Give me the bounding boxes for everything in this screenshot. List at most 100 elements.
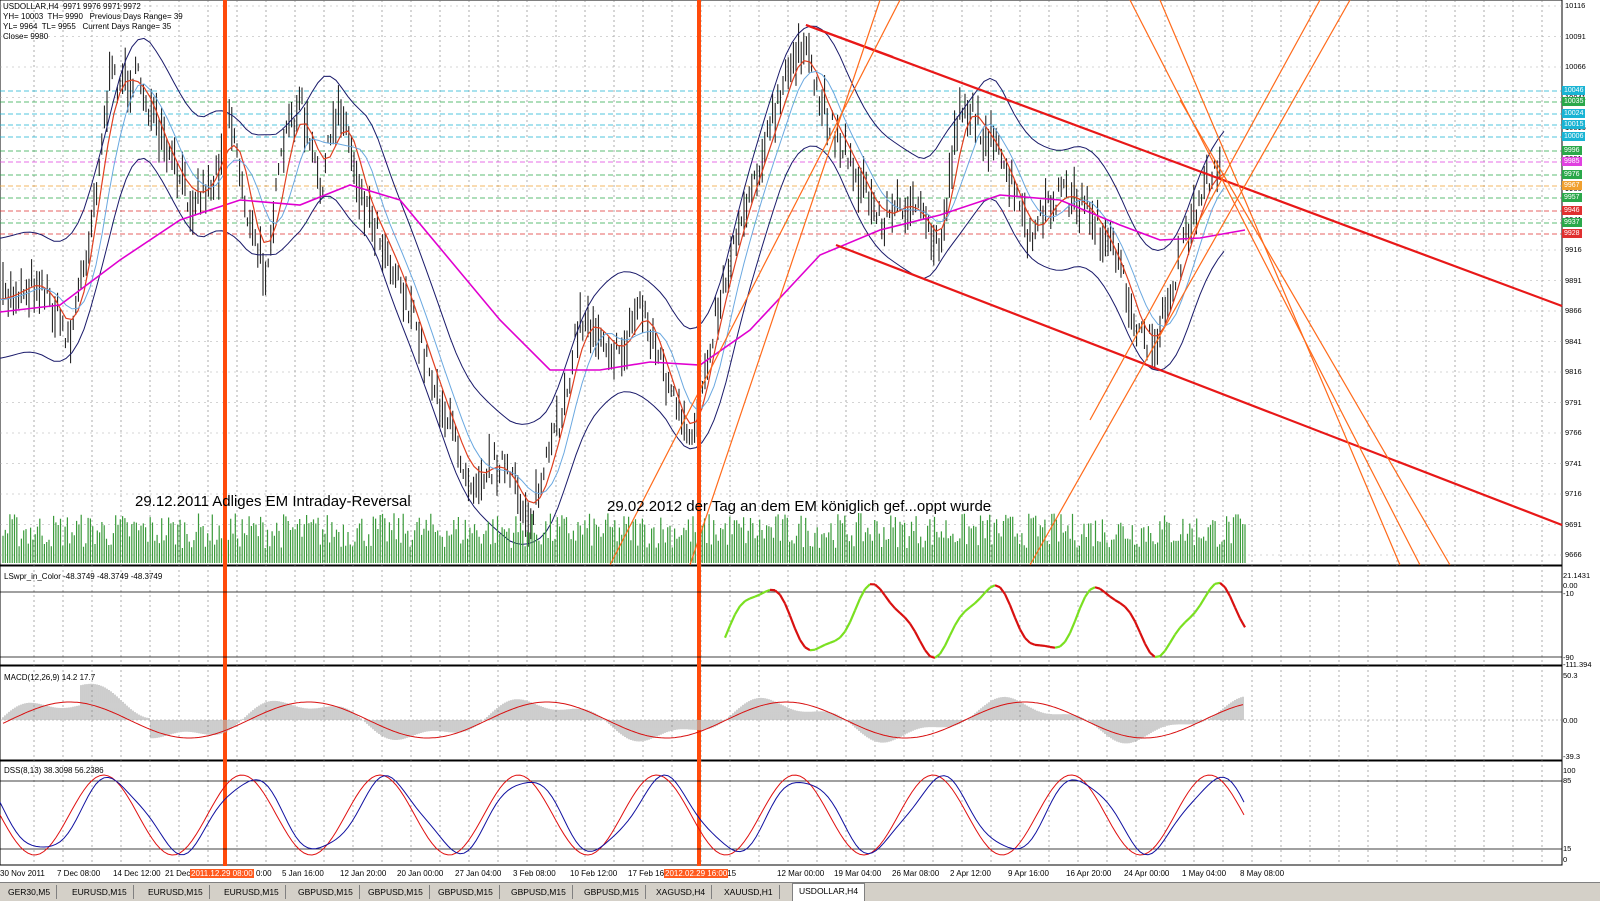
lswpr-segment [1200,597,1205,605]
lswpr-segment [1080,597,1085,608]
lswpr-segment [1160,651,1165,656]
time-tick: 12 Jan 20:00 [340,869,386,878]
lswpr-segment [1155,656,1160,657]
lswpr-segment [1210,584,1215,589]
time-tick: 24 Apr 00:00 [1124,869,1169,878]
lswpr-segment [750,597,755,599]
price-level-tag: 10035 [1562,97,1585,106]
lswpr-segment [830,641,835,643]
chart-tab[interactable]: EURUSD,M15 [218,885,286,899]
lswpr-segment [1175,628,1180,635]
lswpr-segment [1195,605,1200,612]
lswpr-segment [1020,629,1025,638]
time-highlight-2: 2012.02.29 16:00 [664,869,728,878]
macd-histogram [3,684,1243,744]
lswpr-segment [1050,647,1055,648]
dss-scale-15: 15 [1563,844,1571,853]
lswpr-segment [930,656,935,658]
main-panel-frame [0,0,1562,565]
time-tick: 9 Apr 16:00 [1008,869,1049,878]
fan-line [1160,0,1400,565]
lswpr-segment [1220,583,1225,587]
lswpr-segment [1095,587,1100,588]
lswpr-segment [825,643,830,645]
chart-tab[interactable]: GBPUSD,M15 [578,885,646,899]
lswpr-segment [745,598,750,601]
chart-tab[interactable]: GER30,M5 [2,885,57,899]
lswpr-segment [885,596,890,603]
time-tick-after-highlight-1: 0:00 [256,869,272,878]
lswpr-segment [1065,633,1070,642]
time-tick: 21 Dec [165,869,190,878]
time-tick: 27 Jan 04:00 [455,869,501,878]
lswpr-segment [735,606,740,614]
lswpr-segment [995,585,1000,587]
time-highlight-1: 2011.12.29 08:00 [190,869,254,878]
lswpr-label: LSwpr_in_Color -48.3749 -48.3749 -48.374… [4,572,162,581]
price-label: 9716 [1565,489,1582,498]
lswpr-segment [805,647,810,650]
lswpr-segment [895,608,900,613]
ma-fast [0,61,1224,503]
channel-bottom [836,245,1562,525]
chart-tab[interactable]: GBPUSD,M15 [362,885,430,899]
price-label: 10091 [1565,32,1586,41]
lswpr-segment [950,625,955,635]
chart-tab[interactable]: EURUSD,M15 [66,885,134,899]
fan-line [1030,0,1350,565]
chart-tab[interactable]: XAUUSD,H1 [718,885,780,899]
lswpr-segment [1235,607,1240,618]
lswpr-segment [1040,645,1045,646]
time-tick: 8 May 08:00 [1240,869,1284,878]
time-tick: 30 Nov 2011 [0,869,45,878]
lswpr-segment [730,614,735,625]
lswpr-segment [1010,605,1015,618]
price-level-tag: 9996 [1562,146,1582,155]
lswpr-segment [875,584,880,588]
dss-label: DSS(8,13) 38.3098 56.2386 [4,766,104,775]
price-label: 9766 [1565,428,1582,437]
dss-line-red [0,775,1244,855]
time-tick: 10 Feb 12:00 [570,869,617,878]
price-level-tag: 9967 [1562,181,1582,190]
lswpr-segment [850,610,855,622]
time-tick: 19 Mar 04:00 [834,869,881,878]
time-tick: 14 Dec 12:00 [113,869,161,878]
lswpr-segment [790,616,795,629]
lswpr-segment [1060,642,1065,647]
info-line-1: YH= 10003 TH= 9990 Previous Days Range= … [3,12,183,21]
lswpr-segment [890,603,895,609]
time-tick: 12 Mar 00:00 [777,869,824,878]
lswpr-segment [955,617,960,625]
chart-tab[interactable]: USDOLLAR,H4 [792,883,865,901]
lswpr-segment [1070,621,1075,633]
lswpr-segment [1145,644,1150,653]
lswpr-segment [1185,618,1190,623]
lswpr-segment [1125,607,1130,613]
lswpr-segment [940,646,945,654]
lswpr-segment [1165,643,1170,651]
lswpr-segment [1240,618,1245,627]
lswpr-scale-top: 21.1431 [1563,571,1590,580]
price-level-tag: 10046 [1562,86,1585,95]
lswpr-segment [1115,600,1120,603]
lswpr-segment [800,640,805,647]
lswpr-segment [1075,608,1080,621]
chart-tab[interactable]: GBPUSD,M15 [432,885,500,899]
chart-tab[interactable]: GBPUSD,M15 [505,885,573,899]
ma-long [0,185,1245,370]
price-label: 9891 [1565,276,1582,285]
chart-tab[interactable]: GBPUSD,M15 [292,885,360,899]
channel-top-segment [806,25,893,57]
lswpr-segment [1005,594,1010,605]
info-line-2: YL= 9964 TL= 9955 Current Days Range= 35 [3,22,171,31]
lswpr-segment [970,603,975,607]
chart-canvas[interactable] [0,0,1600,882]
chart-tab[interactable]: EURUSD,M15 [142,885,210,899]
lswpr-segment [1120,603,1125,607]
lswpr-segment [1215,583,1220,584]
lswpr-segment [1000,587,1005,594]
lswpr-segment [1090,587,1095,590]
chart-tab[interactable]: XAGUSD,H4 [650,885,712,899]
